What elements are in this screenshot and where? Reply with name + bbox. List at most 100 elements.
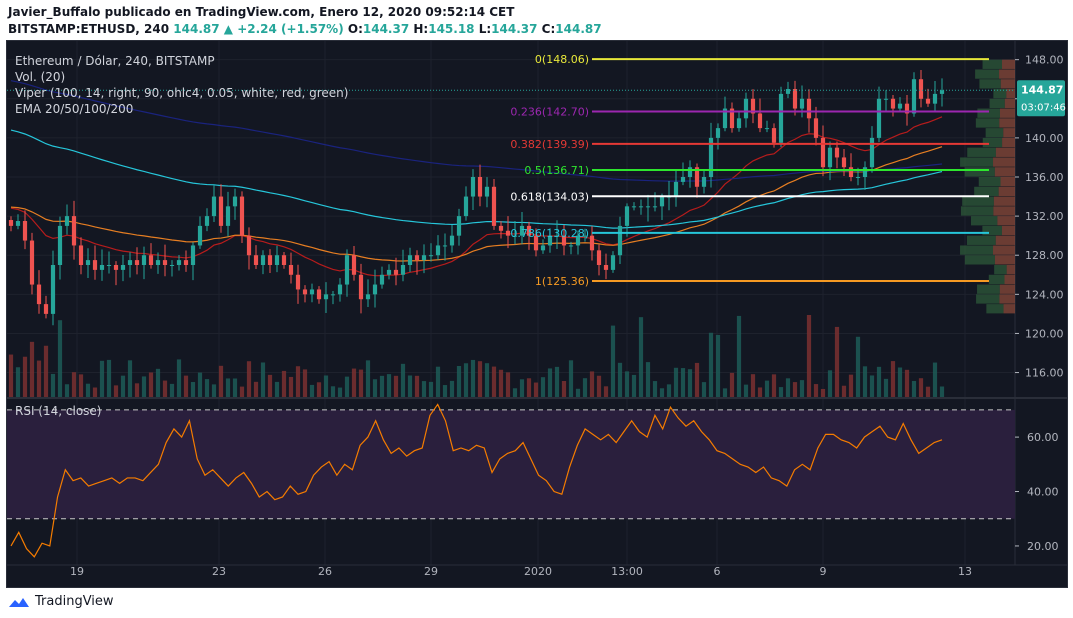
candle-body: [463, 196, 469, 217]
close-value: 144.87: [555, 22, 602, 36]
candle: [442, 233, 448, 261]
legend-entry: Viper (100, 14, right, 90, ohlc4, 0.05, …: [15, 86, 348, 100]
candle: [162, 244, 168, 277]
candle-body: [547, 235, 553, 246]
candle: [22, 210, 28, 250]
candle-body: [659, 196, 665, 207]
time-tick-label: 13:00: [611, 565, 643, 578]
candle-body: [932, 93, 938, 104]
volume-profile-bar: [975, 118, 1000, 128]
volume-bar: [414, 375, 420, 397]
candle: [680, 162, 686, 186]
candle: [351, 246, 357, 281]
candle: [92, 245, 98, 280]
candle-body: [232, 196, 238, 207]
candle: [827, 141, 833, 181]
candle-body: [393, 269, 399, 275]
candle-body: [925, 98, 931, 104]
last-price-badge: 144.87 03:07:46: [1017, 80, 1066, 117]
candle: [617, 216, 623, 264]
volume-profile-bar: [1003, 304, 1015, 314]
volume-bar: [673, 367, 679, 397]
volume-bar: [897, 367, 903, 397]
volume-bar: [596, 375, 602, 397]
price-tick-label: 120.00: [1025, 327, 1064, 340]
candle: [834, 141, 840, 169]
candle-body: [841, 157, 847, 168]
candle-body: [127, 260, 133, 265]
candle-body: [869, 137, 875, 168]
volume-bar: [134, 383, 140, 397]
candle-body: [876, 98, 882, 138]
candle-body: [617, 225, 623, 256]
candle-body: [78, 245, 84, 265]
candle: [624, 203, 630, 237]
candle: [862, 161, 868, 190]
volume-bar: [470, 359, 476, 397]
candle-body: [589, 235, 595, 251]
volume-profile-bar: [999, 294, 1015, 304]
volume-bar: [456, 366, 462, 397]
volume-profile-bar: [993, 157, 1015, 167]
volume-bar: [204, 379, 210, 397]
price-tick-label: 136.00: [1025, 171, 1064, 184]
fib-level-label: 0.236(142.70): [510, 105, 589, 118]
candle-body: [71, 216, 77, 246]
legend-entry: Vol. (20): [15, 70, 65, 84]
candle: [141, 246, 147, 280]
candle-body: [155, 260, 161, 265]
candle: [253, 245, 259, 270]
chart-area[interactable]: 0(148.06) 0.236(142.70) 0.382(139.39) 0.5(1…: [6, 40, 1068, 588]
candle-body: [554, 235, 560, 237]
volume-profile-bar: [1002, 137, 1015, 148]
volume-bar: [330, 386, 336, 397]
volume-profile-bar: [979, 79, 1001, 89]
volume-bar: [337, 387, 343, 397]
volume-profile-bar: [982, 137, 1003, 148]
legend-entry: Ethereum / Dólar, 240, BITSTAMP: [15, 54, 215, 68]
candle-body: [729, 108, 735, 129]
candle: [155, 252, 161, 274]
fib-level-label: 0.382(139.39): [510, 138, 589, 151]
candle-body: [29, 240, 35, 285]
volume-bar: [106, 359, 112, 397]
price-chart-svg[interactable]: 0(148.06) 0.236(142.70) 0.382(139.39) 0.5(1…: [7, 41, 1067, 587]
volume-bar: [855, 336, 861, 397]
volume-bar: [939, 386, 945, 397]
volume-bar: [519, 379, 525, 397]
candle: [484, 177, 490, 208]
candle-body: [883, 98, 889, 100]
candle: [316, 286, 322, 304]
volume-bar: [841, 385, 847, 397]
candle: [309, 283, 315, 303]
volume-profile-bar: [1006, 89, 1015, 99]
candle: [71, 200, 77, 260]
candle: [736, 111, 742, 132]
candle: [337, 278, 343, 302]
time-tick-label: 9: [820, 565, 827, 578]
volume-bar: [183, 375, 189, 397]
candle-body: [750, 98, 756, 114]
volume-bar: [386, 374, 392, 397]
volume-bar: [666, 384, 672, 397]
candle-body: [421, 255, 427, 261]
candle: [512, 220, 518, 245]
volume-bar: [925, 386, 931, 397]
volume-bar: [659, 388, 665, 397]
volume-profile-bar: [966, 235, 996, 245]
volume-bar: [722, 388, 728, 397]
candle: [344, 249, 350, 297]
low-label: L:: [478, 22, 492, 36]
candle-body: [813, 118, 819, 138]
time-tick-label: 23: [212, 565, 226, 578]
volume-profile-bar: [993, 89, 1007, 99]
candle: [939, 78, 945, 107]
candle: [568, 241, 574, 255]
candle: [596, 244, 602, 276]
fib-level-label: 0.5(136.71): [524, 164, 589, 177]
candle-body: [918, 79, 924, 99]
candle: [904, 95, 910, 126]
candle: [330, 291, 336, 305]
volume-bar: [393, 375, 399, 397]
candle-body: [386, 269, 392, 275]
